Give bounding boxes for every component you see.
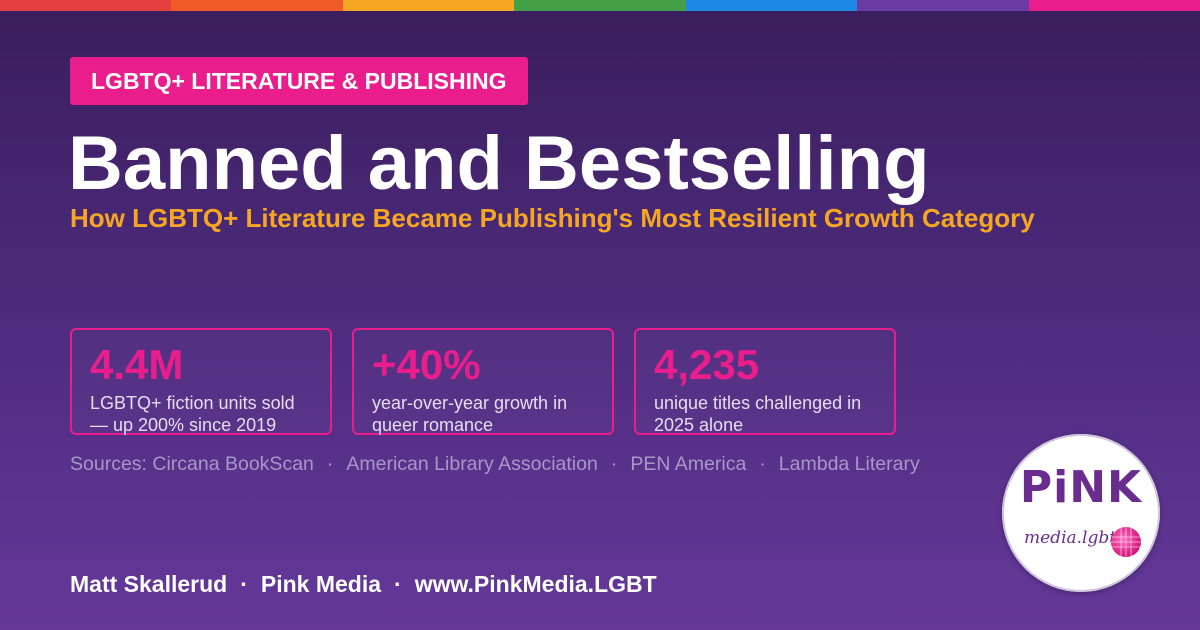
- page-subtitle: How LGBTQ+ Literature Became Publishing'…: [70, 203, 1035, 233]
- sources-line: Sources: Circana BookScan · American Lib…: [70, 452, 920, 476]
- brand-name: Pink Media: [260, 571, 382, 597]
- stats-row: 4.4M LGBTQ+ fiction units sold — up 200%…: [70, 328, 896, 435]
- logo-wordmark: PiNK: [1019, 462, 1143, 513]
- stat-card-units-sold: 4.4M LGBTQ+ fiction units sold — up 200%…: [70, 328, 332, 435]
- separator-dot: ·: [326, 453, 334, 475]
- sources-prefix: Sources:: [70, 453, 147, 475]
- byline: Matt Skallerud · Pink Media · www.PinkMe…: [70, 570, 657, 598]
- page-title: Banned and Bestselling: [68, 121, 930, 206]
- rainbow-stripe: [0, 0, 1200, 11]
- rainbow-segment-yellow: [342, 0, 515, 11]
- source-item: PEN America: [630, 453, 747, 475]
- rainbow-segment-red: [0, 0, 172, 11]
- source-item: American Library Association: [346, 453, 598, 475]
- pink-media-logo: PiNK media.lgbt: [1002, 434, 1160, 592]
- rainbow-segment-orange: [171, 0, 343, 11]
- separator-dot: ·: [610, 453, 618, 475]
- separator-dot: ·: [240, 571, 248, 597]
- separator-dot: ·: [394, 571, 402, 597]
- stat-label: LGBTQ+ fiction units sold — up 200% sinc…: [90, 393, 295, 435]
- rainbow-segment-pink: [1028, 0, 1200, 11]
- stat-value: +40%: [372, 341, 481, 388]
- author-name: Matt Skallerud: [70, 571, 228, 597]
- logo-domain: media.lgbt: [1024, 528, 1117, 548]
- source-item: Circana BookScan: [152, 453, 314, 475]
- stat-value: 4,235: [654, 341, 760, 388]
- category-badge: LGBTQ+ LITERATURE & PUBLISHING: [70, 57, 528, 105]
- stat-label: unique titles challenged in 2025 alone: [654, 393, 862, 435]
- stat-card-titles-challenged: 4,235 unique titles challenged in 2025 a…: [634, 328, 896, 435]
- rainbow-segment-purple: [857, 0, 1029, 11]
- stat-value: 4.4M: [90, 341, 184, 388]
- stat-label: year-over-year growth in queer romance: [372, 393, 568, 435]
- website-url: www.PinkMedia.LGBT: [414, 571, 657, 597]
- separator-dot: ·: [759, 453, 766, 475]
- stat-card-romance-growth: +40% year-over-year growth in queer roma…: [352, 328, 614, 435]
- pink-globe-icon: [1111, 527, 1141, 557]
- rainbow-segment-blue: [685, 0, 858, 11]
- rainbow-segment-green: [514, 0, 686, 11]
- source-item: Lambda Literary: [778, 453, 920, 475]
